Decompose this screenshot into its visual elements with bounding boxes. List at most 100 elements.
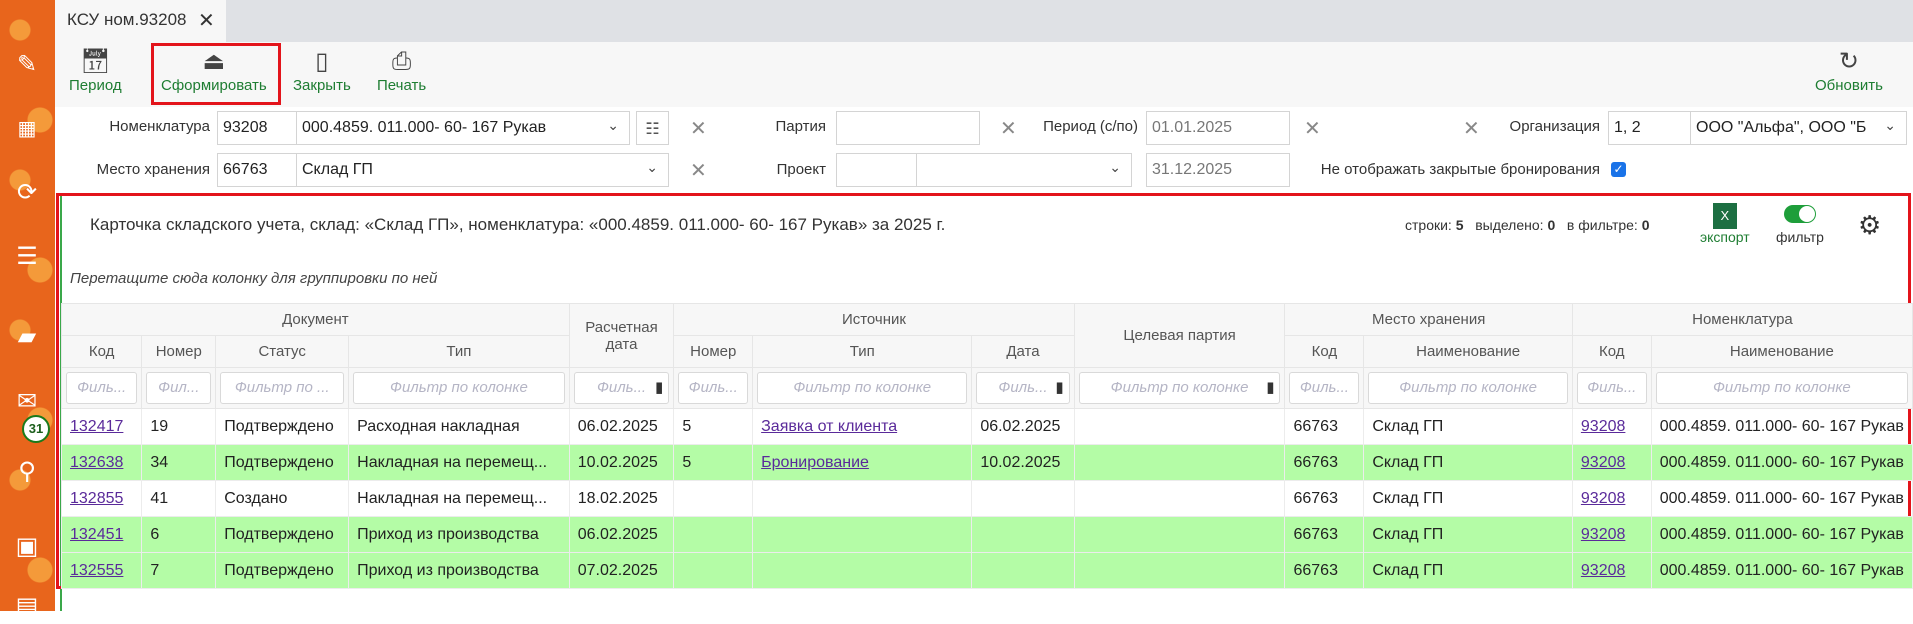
org-code-input[interactable]: 1, 2 bbox=[1608, 111, 1691, 145]
project-select[interactable]: ⌄ bbox=[916, 153, 1132, 187]
table-row[interactable]: 132417 19 Подтверждено Расходная накладная 0… bbox=[60, 408, 1913, 445]
cell-link[interactable]: 132417 bbox=[70, 417, 124, 435]
cell-link[interactable]: 132638 bbox=[70, 453, 124, 471]
print-button[interactable]: ⎙ Печать bbox=[377, 48, 427, 94]
inbox-download-icon[interactable]: ☰ bbox=[16, 243, 38, 270]
col-src-number[interactable]: Номер bbox=[673, 335, 754, 368]
column-filter-input[interactable]: Филь... ▮ bbox=[976, 372, 1070, 404]
cell-sdate: 06.02.2025 bbox=[971, 408, 1075, 445]
period-to-input[interactable]: 31.12.2025 bbox=[1146, 153, 1290, 187]
sync-icon[interactable]: ⟳ bbox=[16, 179, 38, 206]
filter-cell: Филь... ▮ bbox=[568, 367, 675, 409]
filter-toggle[interactable]: фильтр bbox=[1776, 203, 1824, 245]
excel-icon: X bbox=[1712, 203, 1737, 229]
group-storage: Место хранения bbox=[1284, 303, 1573, 336]
period-from-input[interactable]: 01.01.2025 bbox=[1146, 111, 1290, 145]
grid-icon[interactable]: ▤ bbox=[15, 593, 39, 620]
table-row[interactable]: 132638 34 Подтверждено Накладная на перемещ… bbox=[60, 444, 1913, 481]
folder-icon[interactable]: ▰ bbox=[17, 323, 37, 350]
column-filter-input[interactable]: Фил... bbox=[146, 372, 212, 404]
col-doc-status[interactable]: Статус bbox=[215, 335, 350, 368]
cell-snum: 5 bbox=[673, 408, 754, 445]
calendar-icon[interactable]: ▮ bbox=[655, 379, 664, 396]
storage-code-input[interactable]: 66763 bbox=[217, 153, 297, 187]
cell-link[interactable]: Заявка от клиента bbox=[761, 417, 898, 435]
clear-storage-icon[interactable]: ✕ bbox=[690, 160, 707, 182]
cell-link[interactable]: 93208 bbox=[1580, 489, 1626, 507]
table-row[interactable]: 132451 6 Подтверждено Приход из производств… bbox=[60, 516, 1913, 553]
cell-link[interactable]: Бронирование bbox=[761, 453, 869, 471]
cell-num: 6 bbox=[141, 516, 217, 553]
col-storage-name[interactable]: Наименование bbox=[1363, 335, 1573, 368]
column-filter-input[interactable]: Фильтр по колонке ▮ bbox=[1078, 372, 1281, 404]
clear-nomenclature-icon[interactable]: ✕ bbox=[690, 118, 707, 140]
refresh-button[interactable]: ↻ Обновить bbox=[1815, 48, 1883, 94]
column-filter-input[interactable]: Филь... bbox=[66, 372, 138, 404]
period-button[interactable]: 📅︎ Период bbox=[69, 48, 122, 94]
calendar-icon[interactable]: ▮ bbox=[1266, 379, 1275, 396]
column-filter-input[interactable]: Филь... ▮ bbox=[573, 372, 670, 404]
col-doc-code[interactable]: Код bbox=[60, 335, 143, 368]
close-icon[interactable]: ✕ bbox=[198, 10, 215, 32]
cell-link[interactable]: 93208 bbox=[1580, 453, 1626, 471]
hide-closed-label: Не отображать закрытые бронирования bbox=[1320, 161, 1600, 178]
data-grid: Документ Расчетная дата Источник Целевая… bbox=[60, 303, 1913, 589]
close-button[interactable]: ▯ Закрыть bbox=[293, 48, 351, 94]
cell-link[interactable]: 132555 bbox=[70, 561, 124, 579]
col-doc-type[interactable]: Тип bbox=[348, 335, 570, 368]
col-src-date[interactable]: Дата bbox=[971, 335, 1075, 368]
col-nom-name[interactable]: Наименование bbox=[1650, 335, 1913, 368]
cell-link[interactable]: 93208 bbox=[1580, 561, 1626, 579]
column-filter-input[interactable]: Фильтр по колонке bbox=[757, 372, 968, 404]
clear-period-icon[interactable]: ✕ bbox=[1304, 118, 1321, 140]
col-src-type[interactable]: Тип bbox=[752, 335, 973, 368]
mail-icon[interactable]: ✉ bbox=[16, 388, 38, 415]
column-filter-input[interactable]: Фильтр по ... bbox=[220, 372, 345, 404]
clear-org-icon[interactable]: ✕ bbox=[1463, 118, 1480, 140]
calendar-icon[interactable]: ▣ bbox=[15, 533, 39, 560]
storage-select[interactable]: Склад ГП ⌄ bbox=[296, 153, 669, 187]
generate-button[interactable]: ⏏ Сформировать bbox=[161, 48, 267, 94]
tree-button[interactable]: ☷ bbox=[636, 111, 669, 145]
cell-link[interactable]: 132855 bbox=[70, 489, 124, 507]
hide-closed-checkbox[interactable]: ✓ bbox=[1611, 162, 1626, 177]
chevron-down-icon: ⌄ bbox=[607, 117, 619, 133]
cell-sname: Склад ГП bbox=[1363, 444, 1573, 481]
cell-ncode: 93208 bbox=[1571, 480, 1652, 517]
column-filter-input[interactable]: Филь... bbox=[1289, 372, 1360, 404]
clear-batch-icon[interactable]: ✕ bbox=[1000, 118, 1017, 140]
cell-stype: Заявка от клиента bbox=[752, 408, 973, 445]
table-row[interactable]: 132555 7 Подтверждено Приход из производств… bbox=[60, 552, 1913, 589]
filter-cell: Фильтр по колонке bbox=[1363, 367, 1573, 409]
col-target-batch[interactable]: Целевая партия bbox=[1073, 303, 1286, 368]
col-storage-code[interactable]: Код bbox=[1284, 335, 1365, 368]
cell-snum bbox=[673, 480, 754, 517]
table-row[interactable]: 132855 41 Создано Накладная на перемещ... 18… bbox=[60, 480, 1913, 517]
batch-input[interactable] bbox=[836, 111, 980, 145]
gear-icon[interactable]: ⚙ bbox=[1858, 210, 1882, 240]
project-code-input[interactable] bbox=[836, 153, 917, 187]
export-button[interactable]: X экспорт bbox=[1700, 203, 1750, 245]
col-doc-number[interactable]: Номер bbox=[141, 335, 217, 368]
column-filter-input[interactable]: Фильтр по колонке bbox=[1368, 372, 1568, 404]
cell-link[interactable]: 93208 bbox=[1580, 417, 1626, 435]
column-filter-input[interactable]: Фильтр по колонке bbox=[1655, 372, 1908, 404]
qr-code-icon[interactable]: ▦ bbox=[17, 118, 37, 140]
nomenclature-code-input[interactable]: 93208 bbox=[217, 111, 297, 145]
cell-nname: 000.4859. 011.000- 60- 167 Рукав bbox=[1650, 408, 1913, 445]
tab-ksu[interactable]: КСУ ном.93208 ✕ bbox=[55, 0, 226, 42]
calendar-icon[interactable]: ▮ bbox=[1055, 379, 1064, 396]
cell-num: 7 bbox=[141, 552, 217, 589]
column-filter-input[interactable]: Фильтр по колонке bbox=[353, 372, 565, 404]
col-calc-date[interactable]: Расчетная дата bbox=[568, 303, 675, 368]
cell-link[interactable]: 132451 bbox=[70, 525, 124, 543]
nomenclature-select[interactable]: 000.4859. 011.000- 60- 167 Рукав ⌄ bbox=[296, 111, 630, 145]
col-nom-code[interactable]: Код bbox=[1571, 335, 1652, 368]
search-icon[interactable]: ⚲ bbox=[18, 458, 36, 485]
column-filter-input[interactable]: Филь... bbox=[1576, 372, 1647, 404]
refresh-icon: ↻ bbox=[1838, 48, 1860, 75]
org-select[interactable]: ООО "Альфа", ООО "Б ⌄ bbox=[1690, 111, 1907, 145]
cell-link[interactable]: 93208 bbox=[1580, 525, 1626, 543]
column-filter-input[interactable]: Филь... bbox=[678, 372, 749, 404]
pencil-icon[interactable]: ✎ bbox=[16, 51, 38, 78]
